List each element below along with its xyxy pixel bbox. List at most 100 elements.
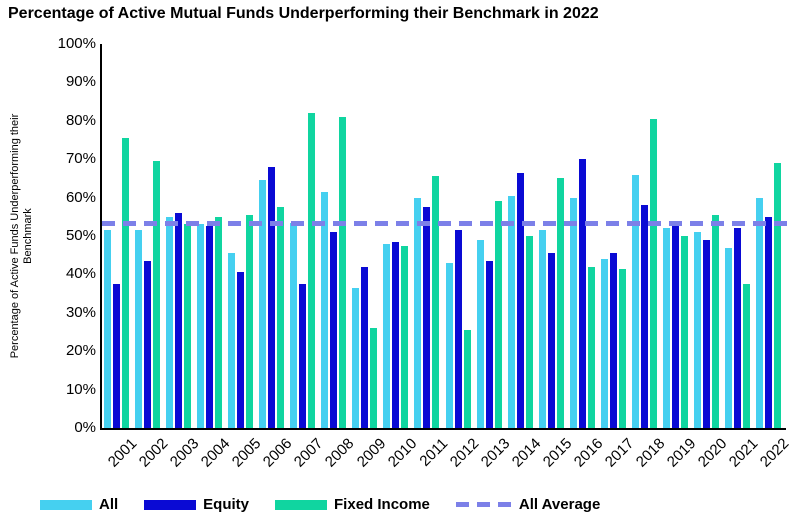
bar-all-2012 — [445, 262, 453, 428]
bar-all-2015 — [538, 230, 546, 428]
y-tick-label: 30% — [65, 303, 96, 321]
bar-all-2003 — [166, 216, 174, 428]
bar-equity-2020 — [702, 239, 710, 428]
bar-equity-2002 — [144, 260, 152, 428]
x-tick-label: 2018 — [632, 435, 669, 471]
bar-equity-2009 — [361, 266, 369, 428]
bar-equity-2015 — [547, 253, 555, 428]
x-tick-label: 2003 — [167, 435, 203, 471]
bar-equity-2019 — [671, 224, 679, 428]
bar-fixed-income-2005 — [246, 214, 254, 428]
bar-all-2016 — [569, 197, 577, 428]
bar-fixed-income-2011 — [432, 176, 440, 428]
bar-equity-2013 — [485, 260, 493, 428]
x-tick-label: 2013 — [477, 435, 514, 471]
bar-fixed-income-2007 — [308, 113, 316, 428]
bar-equity-2017 — [609, 253, 617, 428]
x-tick-label: 2017 — [601, 435, 638, 471]
bar-fixed-income-2016 — [587, 266, 595, 428]
legend-item-fixed-income: Fixed Income — [275, 496, 430, 513]
y-axis-title-line1: Percentage of Active Funds Underperformi… — [9, 113, 21, 359]
bar-equity-2011 — [423, 207, 431, 428]
legend-label: All Average — [518, 496, 601, 513]
bar-fixed-income-2008 — [339, 116, 347, 428]
legend-item-all-average: All Average — [455, 496, 601, 513]
legend-swatch-all-average — [455, 502, 512, 507]
bar-all-2013 — [476, 239, 484, 428]
y-tick-label: 90% — [65, 73, 96, 91]
bar-equity-2012 — [454, 230, 462, 428]
legend-label: All — [99, 496, 119, 513]
x-tick-label: 2022 — [756, 435, 793, 471]
bar-equity-2003 — [175, 212, 183, 428]
all-average-line — [102, 220, 791, 226]
y-tick-label: 20% — [65, 342, 96, 360]
bar-all-2010 — [383, 243, 391, 428]
bar-fixed-income-2006 — [277, 207, 285, 428]
bar-fixed-income-2017 — [618, 268, 626, 428]
y-tick-label: 40% — [65, 265, 96, 283]
y-tick-label: 10% — [65, 380, 96, 398]
chart-title: Percentage of Active Mutual Funds Underp… — [8, 5, 599, 22]
y-tick-label: 60% — [65, 188, 96, 206]
bar-equity-2005 — [237, 272, 245, 428]
x-tick-label: 2007 — [291, 435, 327, 471]
y-tick-label: 70% — [65, 150, 96, 168]
x-tick-label: 2001 — [104, 435, 141, 471]
bar-fixed-income-2004 — [215, 216, 223, 428]
y-tick-label: 80% — [65, 111, 96, 129]
bar-equity-2008 — [330, 232, 338, 428]
bar-all-2020 — [693, 232, 701, 428]
x-tick-label: 2012 — [446, 435, 483, 471]
legend-swatch-fixed-income — [275, 499, 328, 510]
y-axis-line — [100, 44, 102, 430]
bar-equity-2001 — [113, 284, 121, 428]
x-tick-label: 2005 — [229, 435, 265, 471]
bar-all-2007 — [290, 222, 298, 428]
y-tick-label: 0% — [74, 419, 96, 436]
x-tick-label: 2010 — [384, 435, 420, 471]
x-tick-label: 2014 — [508, 435, 545, 471]
bar-equity-2004 — [206, 226, 214, 428]
bar-fixed-income-2001 — [122, 138, 130, 428]
bar-fixed-income-2010 — [401, 245, 409, 428]
bar-fixed-income-2003 — [184, 224, 192, 428]
bar-all-2004 — [197, 224, 205, 428]
bar-all-2021 — [724, 247, 732, 428]
bar-all-2019 — [662, 228, 670, 428]
x-tick-label: 2016 — [570, 435, 607, 471]
x-tick-label: 2009 — [353, 435, 389, 471]
x-tick-label: 2015 — [539, 435, 576, 471]
x-axis-line — [100, 428, 786, 430]
legend-label: Fixed Income — [334, 496, 430, 513]
bar-equity-2018 — [640, 205, 648, 428]
legend: All Equity Fixed Income All Average — [40, 496, 600, 513]
bar-equity-2007 — [299, 284, 307, 428]
bar-fixed-income-2019 — [680, 236, 688, 428]
bar-fixed-income-2021 — [742, 284, 750, 428]
y-axis-title: Percentage of Active Funds Underperformi… — [8, 44, 36, 428]
bar-all-2009 — [352, 287, 360, 428]
bar-equity-2014 — [516, 172, 524, 428]
y-axis-title-line2: Benchmark — [22, 208, 34, 264]
legend-item-equity: Equity — [144, 496, 249, 513]
bar-all-2006 — [259, 180, 267, 428]
bar-all-2001 — [104, 230, 112, 428]
bar-all-2005 — [228, 253, 236, 428]
x-tick-label: 2020 — [694, 435, 731, 471]
bar-fixed-income-2002 — [153, 161, 161, 428]
bar-equity-2021 — [733, 228, 741, 428]
bar-fixed-income-2009 — [370, 328, 378, 428]
x-tick-label: 2019 — [663, 435, 700, 471]
bar-all-2022 — [755, 197, 763, 428]
x-tick-label: 2004 — [198, 435, 234, 471]
y-tick-label: 100% — [57, 35, 96, 52]
x-tick-label: 2006 — [260, 435, 296, 471]
legend-swatch-equity — [144, 499, 197, 510]
bar-equity-2022 — [764, 216, 772, 428]
legend-swatch-all — [40, 499, 92, 510]
bar-equity-2006 — [268, 166, 276, 428]
bar-all-2017 — [600, 259, 608, 428]
bar-fixed-income-2014 — [525, 236, 533, 428]
bar-fixed-income-2012 — [463, 330, 471, 428]
